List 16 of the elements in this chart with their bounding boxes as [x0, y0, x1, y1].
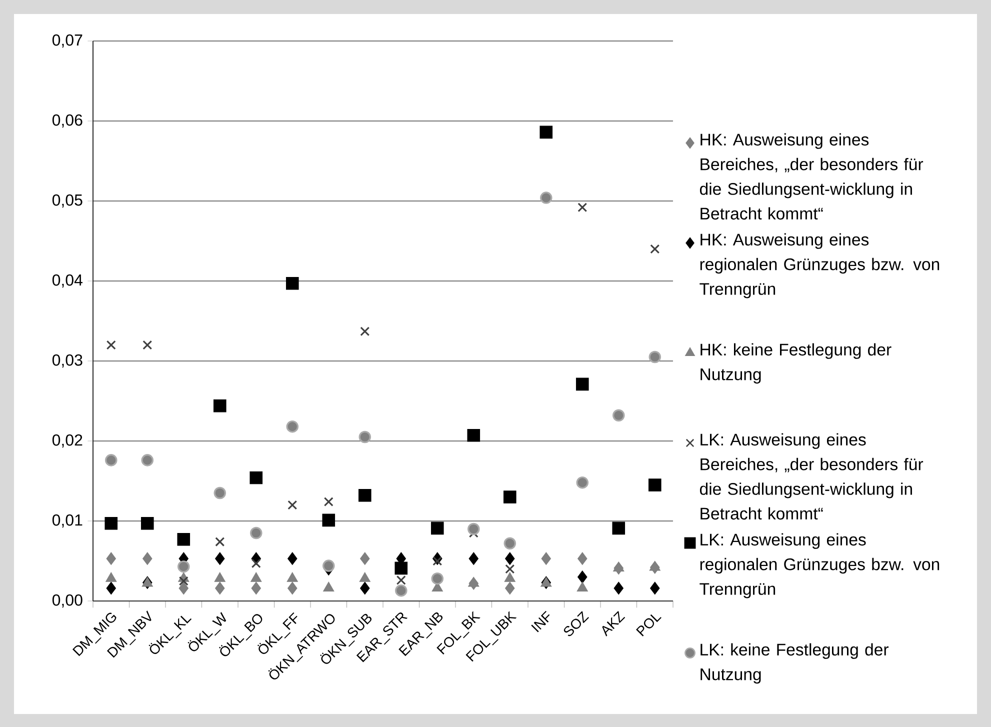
y-tick-label: 0,06	[52, 114, 82, 128]
y-tick-label: 0,03	[52, 354, 82, 368]
y-tick-label: 0,05	[52, 194, 82, 208]
legend-label: HK: Ausweisung eines Bereiches, „der besonders für die Siedlungsent-wicklung in Betracht kommt“	[700, 133, 924, 220]
y-tick-label: 0,00	[52, 594, 82, 608]
legend-label: HK: keine Festlegung der Nutzung	[700, 343, 892, 384]
y-tick-label: 0,02	[52, 434, 82, 448]
legend-label: LK: keine Festlegung der Nutzung	[700, 643, 889, 684]
y-tick-label: 0,07	[52, 34, 82, 48]
x-tick-label: INF	[531, 610, 550, 632]
legend-label: HK: Ausweisung eines regionalen Grünzuges bzw. von Trenngrün	[700, 233, 940, 298]
legend-label: LK: Ausweisung eines regionalen Grünzuges bzw. von Trenngrün	[700, 533, 940, 598]
x-tick-label: POL	[636, 614, 662, 636]
legend-label: LK: Ausweisung eines Bereiches, „der besonders für die Siedlungsent-wicklung in Betracht kommt“	[700, 433, 924, 520]
y-tick-label: 0,04	[52, 274, 82, 288]
y-tick-label: 0,01	[52, 514, 82, 528]
